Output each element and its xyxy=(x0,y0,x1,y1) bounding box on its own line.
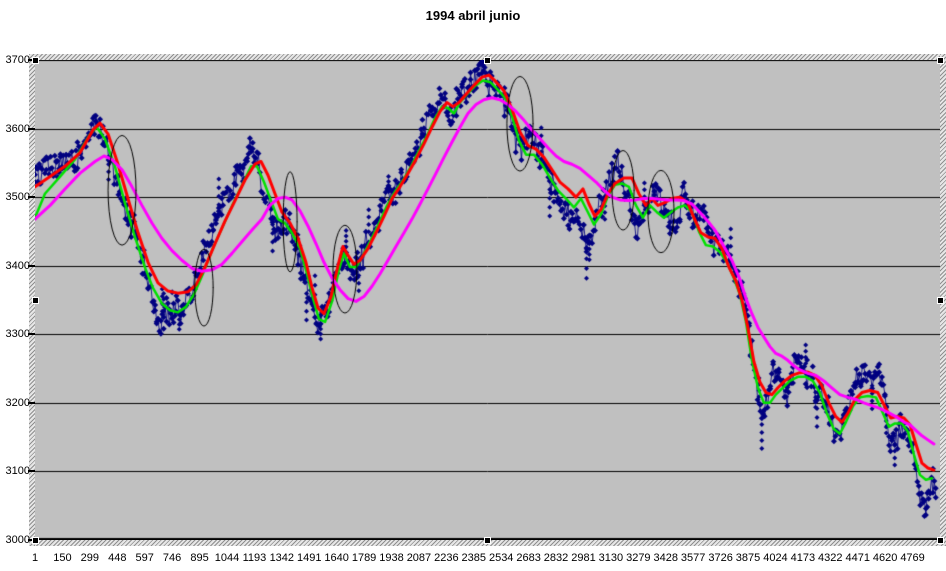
y-axis-tick xyxy=(28,539,35,541)
x-axis-label: 2683 xyxy=(516,552,541,564)
x-axis-label: 4173 xyxy=(790,552,816,564)
x-axis-label: 448 xyxy=(108,552,127,564)
selection-handle-tm[interactable] xyxy=(484,57,491,64)
y-axis-label: 3600 xyxy=(5,122,30,135)
y-axis-tick xyxy=(28,401,35,404)
x-axis-label: 3577 xyxy=(680,552,706,564)
selection-handle-bm[interactable] xyxy=(484,537,491,544)
selection-handle-tl[interactable] xyxy=(32,57,39,64)
y-axis-tick xyxy=(28,264,35,267)
y-axis-tick xyxy=(28,127,35,130)
y-axis-label: 3200 xyxy=(5,396,30,409)
x-axis-label: 1938 xyxy=(379,552,404,564)
x-axis-label: 4620 xyxy=(872,552,898,564)
x-axis-label: 746 xyxy=(162,552,182,564)
selection-handle-mr[interactable] xyxy=(937,297,944,304)
x-axis-label: 2236 xyxy=(434,552,459,564)
selection-handle-bl[interactable] xyxy=(32,537,39,544)
x-axis-label: 3130 xyxy=(598,552,624,564)
x-axis-label: 4024 xyxy=(763,552,788,564)
plot-canvas[interactable] xyxy=(35,60,940,540)
x-axis-label: 1193 xyxy=(242,552,267,564)
x-axis-label: 1342 xyxy=(269,552,295,564)
y-axis-tick xyxy=(28,333,35,336)
x-axis-label: 3875 xyxy=(735,552,761,564)
x-axis-label: 2534 xyxy=(488,552,514,564)
x-axis-label: 1 xyxy=(31,552,39,564)
selection-handle-tr[interactable] xyxy=(937,57,944,64)
y-axis-tick xyxy=(28,196,35,199)
selection-handle-ml[interactable] xyxy=(32,297,39,304)
y-axis-label: 3100 xyxy=(5,465,30,478)
y-axis-tick xyxy=(28,470,35,473)
x-axis-label: 2385 xyxy=(461,552,487,564)
x-axis-label: 4769 xyxy=(900,552,925,564)
chart-title[interactable]: 1994 abril junio xyxy=(425,8,521,23)
x-axis-label: 2832 xyxy=(543,552,569,564)
x-axis-label: 1789 xyxy=(351,552,377,564)
x-axis-label: 597 xyxy=(135,552,154,564)
x-axis-label: 299 xyxy=(80,552,100,564)
y-axis-tick xyxy=(28,59,35,61)
y-axis-label: 3400 xyxy=(5,259,30,272)
y-axis-label: 3700 xyxy=(5,54,30,66)
x-axis-label: 2087 xyxy=(406,552,432,564)
x-axis-label: 4322 xyxy=(818,552,843,564)
x-axis-label: 1640 xyxy=(324,552,349,564)
x-axis-label: 895 xyxy=(190,552,209,564)
x-axis-label: 2981 xyxy=(571,552,596,564)
x-axis-label: 1491 xyxy=(296,552,322,564)
y-axis-label: 3300 xyxy=(5,328,30,341)
y-axis-label: 3500 xyxy=(5,191,30,204)
x-axis-label: 3279 xyxy=(626,552,651,564)
x-axis-label: 150 xyxy=(53,552,72,564)
x-axis-label: 3726 xyxy=(708,552,733,564)
selection-handle-br[interactable] xyxy=(937,537,944,544)
plot-area[interactable] xyxy=(35,60,940,540)
x-axis-label: 4471 xyxy=(845,552,870,564)
x-axis-label: 1044 xyxy=(214,552,240,564)
x-axis-label: 3428 xyxy=(653,552,678,564)
y-axis-label: 3000 xyxy=(5,534,30,546)
